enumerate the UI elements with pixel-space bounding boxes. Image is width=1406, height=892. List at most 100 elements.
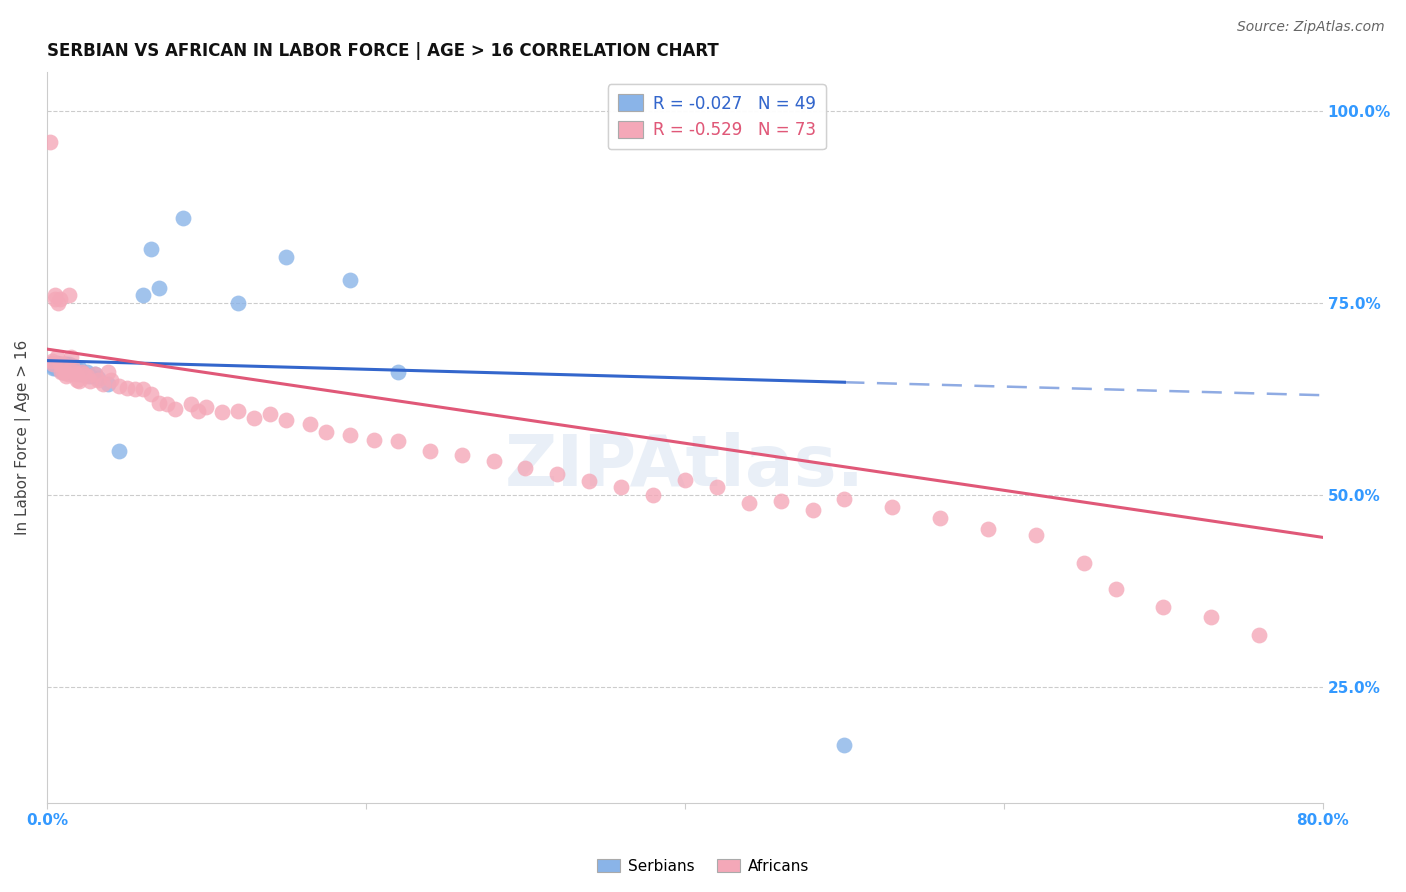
Point [131, 382, 153, 396]
Point [52, 365, 75, 379]
Point [610, 480, 633, 494]
Point [67, 375, 90, 389]
Point [419, 443, 441, 458]
Point [139, 386, 162, 401]
Point [56, 365, 79, 379]
Point [44, 358, 66, 372]
Point [52, 365, 75, 379]
Point [339, 273, 361, 287]
Point [66, 365, 89, 379]
Point [45, 356, 67, 370]
Point [299, 417, 322, 432]
Text: Source: ZipAtlas.com: Source: ZipAtlas.com [1237, 20, 1385, 34]
Point [87, 371, 110, 385]
Point [79, 375, 101, 389]
Point [977, 522, 1000, 536]
Point [44, 292, 66, 306]
Point [63, 365, 86, 379]
Point [211, 405, 233, 419]
Point [41, 356, 63, 370]
Point [228, 296, 250, 310]
Point [51, 361, 73, 376]
Point [53, 365, 76, 379]
Text: ZIPAtlas.: ZIPAtlas. [505, 433, 865, 501]
Point [65, 367, 87, 381]
Point [51, 365, 73, 379]
Point [48, 358, 70, 372]
Point [387, 365, 409, 379]
Point [39, 135, 62, 149]
Point [62, 359, 84, 373]
Point [48, 359, 70, 373]
Point [882, 500, 904, 515]
Point [107, 443, 129, 458]
Point [53, 361, 76, 376]
Point [42, 359, 65, 373]
Point [42, 361, 65, 376]
Point [56, 359, 79, 373]
Point [1073, 556, 1095, 570]
Point [172, 211, 194, 226]
Point [76, 369, 98, 384]
Point [641, 488, 664, 502]
Point [66, 373, 89, 387]
Point [834, 491, 856, 506]
Point [44, 288, 66, 302]
Point [195, 400, 218, 414]
Point [929, 511, 952, 525]
Point [259, 408, 281, 422]
Point [187, 403, 209, 417]
Point [243, 411, 266, 425]
Point [124, 382, 146, 396]
Point [450, 448, 472, 462]
Point [58, 288, 80, 302]
Point [179, 397, 201, 411]
Point [55, 358, 77, 372]
Point [363, 433, 385, 447]
Legend: R = -0.027   N = 49, R = -0.529   N = 73: R = -0.027 N = 49, R = -0.529 N = 73 [607, 85, 825, 149]
Point [769, 494, 792, 508]
Point [515, 461, 537, 475]
Point [72, 367, 94, 381]
Point [39, 358, 62, 372]
Point [70, 365, 93, 379]
Point [148, 396, 170, 410]
Point [46, 358, 69, 372]
Point [53, 358, 76, 372]
Legend: Serbians, Africans: Serbians, Africans [591, 853, 815, 880]
Point [58, 358, 80, 372]
Point [578, 475, 600, 489]
Point [1025, 528, 1047, 542]
Point [339, 428, 361, 442]
Point [67, 361, 90, 376]
Point [42, 358, 65, 372]
Point [482, 453, 505, 467]
Point [55, 365, 77, 379]
Point [45, 350, 67, 364]
Point [56, 367, 79, 381]
Point [46, 361, 69, 376]
Point [1104, 582, 1126, 596]
Point [139, 242, 162, 256]
Point [69, 367, 91, 381]
Point [62, 359, 84, 373]
Point [76, 365, 98, 379]
Point [62, 363, 84, 377]
Point [100, 373, 122, 387]
Point [1152, 599, 1174, 614]
Point [63, 359, 86, 373]
Point [83, 367, 105, 381]
Point [59, 350, 82, 364]
Point [1199, 609, 1222, 624]
Point [72, 367, 94, 381]
Point [48, 363, 70, 377]
Point [83, 367, 105, 381]
Point [387, 434, 409, 449]
Point [834, 738, 856, 752]
Point [706, 480, 728, 494]
Point [315, 425, 337, 439]
Point [97, 376, 120, 391]
Point [673, 473, 696, 487]
Point [44, 361, 66, 376]
Point [52, 358, 75, 372]
